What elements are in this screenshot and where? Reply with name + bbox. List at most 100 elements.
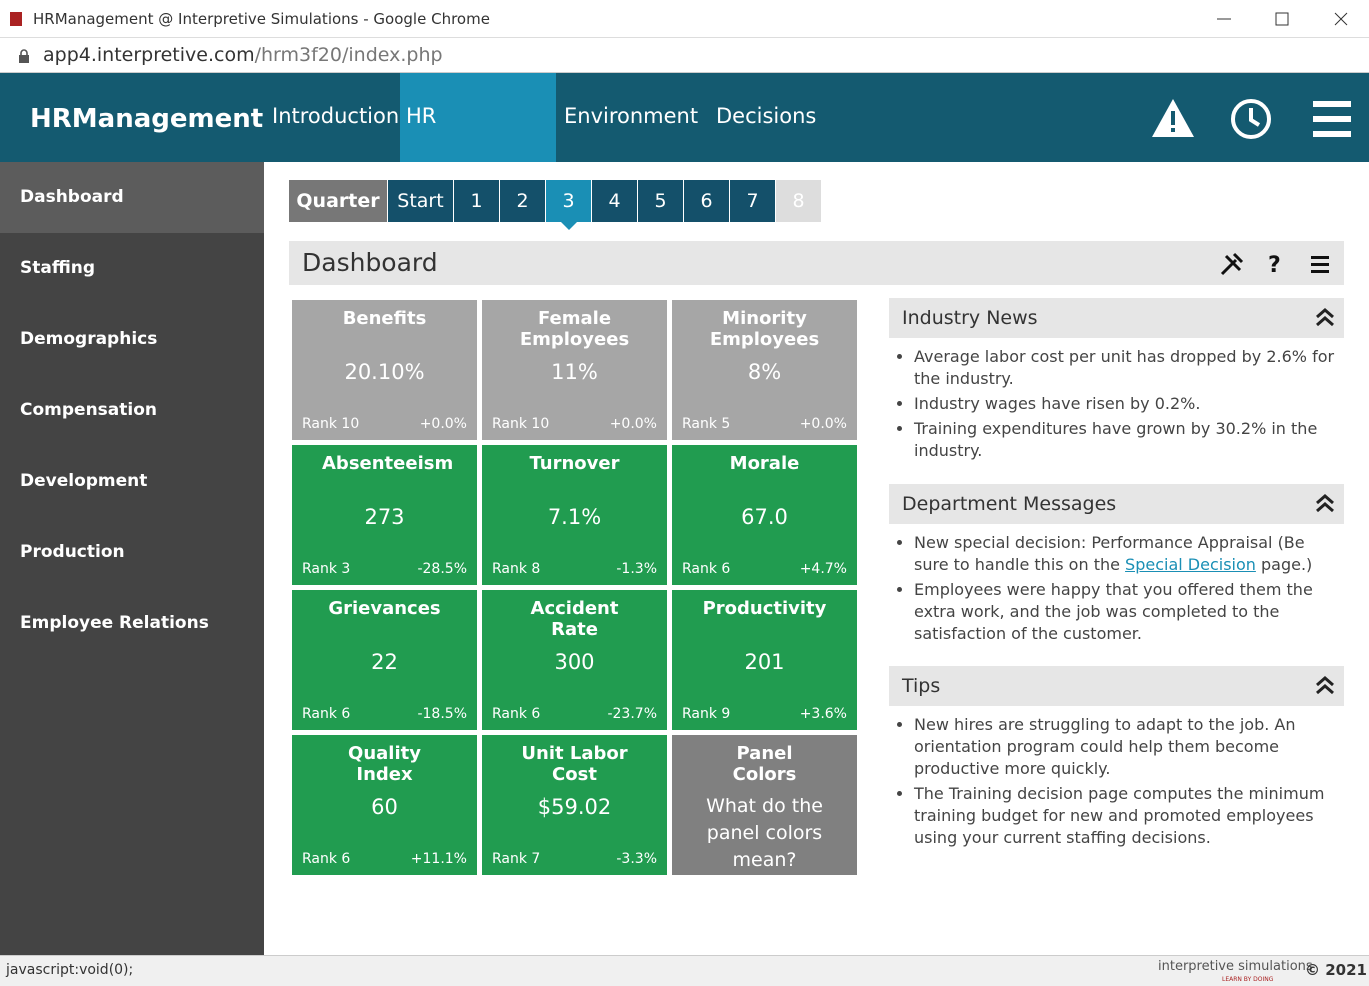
quarter-step[interactable]: 7	[730, 180, 775, 222]
tile-rank: Rank 6	[302, 851, 351, 867]
tile-title: Accident Rate	[530, 598, 619, 640]
item-text: New special decision: Performance Apprai…	[914, 533, 1305, 574]
section-header[interactable]: Department Messages	[889, 484, 1344, 524]
url-path: /hrm3f20/index.php	[254, 44, 443, 66]
tile-value: 273	[364, 505, 405, 529]
sidebar: Dashboard Staffing Demographics Compensatio…	[0, 162, 264, 955]
section-list: New special decision: Performance Apprai…	[889, 532, 1344, 645]
tile-rank: Rank 8	[492, 561, 541, 577]
tile-change: +4.7%	[799, 561, 847, 577]
list-item: New hires are struggling to adapt to the…	[914, 714, 1344, 780]
metric-tile[interactable]: Turnover 7.1% Rank 8 -1.3%	[482, 445, 667, 585]
section-header[interactable]: Tips	[889, 666, 1344, 706]
window-controls[interactable]	[1210, 8, 1360, 30]
quarter-step[interactable]: 2	[500, 180, 545, 222]
tile-text: What do the panel colors mean?	[706, 795, 823, 871]
tile-title: Benefits	[342, 308, 427, 329]
tile-value: 60	[371, 795, 398, 819]
address-bar[interactable]: app4.interpretive.com/hrm3f20/index.php	[0, 38, 1369, 73]
item-text: Employees were happy that you offered th…	[914, 580, 1313, 643]
item-text: Average labor cost per unit has dropped …	[914, 347, 1335, 388]
section-list: New hires are struggling to adapt to the…	[889, 714, 1344, 849]
item-text: Training expenditures have grown by 30.2…	[914, 419, 1318, 460]
item-text: Industry wages have risen by 0.2%.	[914, 394, 1201, 413]
tile-rank: Rank 10	[302, 416, 360, 432]
tile-title: Productivity	[702, 598, 827, 619]
tile-value: 11%	[551, 360, 598, 384]
brand[interactable]: HRManagement	[30, 104, 264, 134]
info-section: Department Messages New special decision:…	[889, 484, 1344, 648]
tile-title: Grievances	[328, 598, 441, 619]
metric-tile[interactable]: Minority Employees 8% Rank 5 +0.0%	[672, 300, 857, 440]
sidebar-item[interactable]: Compensation	[20, 400, 157, 420]
tile-value: 67.0	[741, 505, 788, 529]
metric-tile[interactable]: Female Employees 11% Rank 10 +0.0%	[482, 300, 667, 440]
sidebar-item[interactable]: Dashboard	[0, 162, 264, 233]
tile-title: Turnover	[529, 453, 620, 474]
collapse-icon[interactable]	[1314, 674, 1336, 696]
tile-change: +11.1%	[410, 851, 467, 867]
quarter-step[interactable]: 5	[638, 180, 683, 222]
tile-change: -3.3%	[616, 851, 657, 867]
nav-tab[interactable]: Introduction	[272, 104, 400, 128]
nav-tab[interactable]: Environment	[564, 104, 699, 128]
section-list: Average labor cost per unit has dropped …	[889, 346, 1344, 462]
nav-icons[interactable]	[1150, 95, 1360, 143]
quarter-step[interactable]: 4	[592, 180, 637, 222]
item-text: page.)	[1255, 555, 1313, 574]
collapse-icon[interactable]	[1314, 306, 1336, 328]
tile-change: +0.0%	[419, 416, 467, 432]
tile-value: 7.1%	[547, 505, 602, 529]
list-item: Average labor cost per unit has dropped …	[914, 346, 1344, 390]
tile-change: +3.6%	[799, 706, 847, 722]
nav-tab[interactable]: HR Department	[400, 73, 556, 214]
quarter-step[interactable]: 6	[684, 180, 729, 222]
metric-tile[interactable]: Accident Rate 300 Rank 6 -23.7%	[482, 590, 667, 730]
panel-title: Dashboard	[302, 248, 438, 277]
tile-rank: Rank 6	[302, 706, 351, 722]
status-text: javascript:void(0);	[6, 962, 134, 978]
sidebar-item[interactable]: Development	[20, 471, 148, 491]
collapse-icon[interactable]	[1314, 492, 1336, 514]
metric-tile[interactable]: Quality Index 60 Rank 6 +11.1%	[292, 735, 477, 875]
tile-value: $59.02	[537, 795, 612, 819]
url-host: app4.interpretive.com	[43, 44, 255, 66]
sidebar-item[interactable]: Demographics	[20, 329, 158, 349]
metric-tile[interactable]: Panel Colors What do the panel colors mea…	[672, 735, 857, 875]
metric-tile[interactable]: Absenteeism 273 Rank 3 -28.5%	[292, 445, 477, 585]
tile-rank: Rank 5	[682, 416, 731, 432]
metric-tile[interactable]: Grievances 22 Rank 6 -18.5%	[292, 590, 477, 730]
tile-value: 20.10%	[344, 360, 425, 384]
copyright: © 2021	[1305, 961, 1367, 979]
tile-change: -28.5%	[417, 561, 467, 577]
quarter-step: 8	[776, 180, 821, 222]
tile-grid: Benefits 20.10% Rank 10 +0.0% Female Employe…	[292, 300, 857, 875]
quarter-step[interactable]: 3	[546, 180, 591, 222]
list-item: Employees were happy that you offered th…	[914, 579, 1344, 645]
tile-title: Female Employees	[519, 308, 630, 350]
list-item: The Training decision page computes the …	[914, 783, 1344, 849]
tile-title: Morale	[729, 453, 800, 474]
quarter-step[interactable]: 1	[454, 180, 499, 222]
metric-tile[interactable]: Productivity 201 Rank 9 +3.6%	[672, 590, 857, 730]
panel-tools[interactable]: ?	[1220, 252, 1332, 276]
sidebar-item[interactable]: Staffing	[20, 258, 96, 278]
section-title: Industry News	[902, 307, 1038, 329]
metric-tile[interactable]: Benefits 20.10% Rank 10 +0.0%	[292, 300, 477, 440]
quarter-step[interactable]: Start	[388, 180, 453, 222]
logo: interpretive simulations	[1158, 959, 1313, 974]
section-header[interactable]: Industry News	[889, 298, 1344, 338]
section-title: Department Messages	[902, 493, 1117, 515]
status-bar: javascript:void(0); interpretive simulat…	[0, 955, 1369, 986]
metric-tile[interactable]: Unit Labor Cost $59.02 Rank 7 -3.3%	[482, 735, 667, 875]
tile-change: -18.5%	[417, 706, 467, 722]
tile-value: 201	[744, 650, 785, 674]
nav-tab[interactable]: Decisions	[716, 104, 817, 128]
sidebar-item[interactable]: Employee Relations	[20, 613, 209, 633]
tile-title: Panel Colors	[732, 743, 797, 785]
sidebar-item[interactable]: Production	[20, 542, 125, 562]
list-item: Training expenditures have grown by 30.2…	[914, 418, 1344, 462]
item-link[interactable]: Special Decision	[1125, 555, 1256, 574]
metric-tile[interactable]: Morale 67.0 Rank 6 +4.7%	[672, 445, 857, 585]
